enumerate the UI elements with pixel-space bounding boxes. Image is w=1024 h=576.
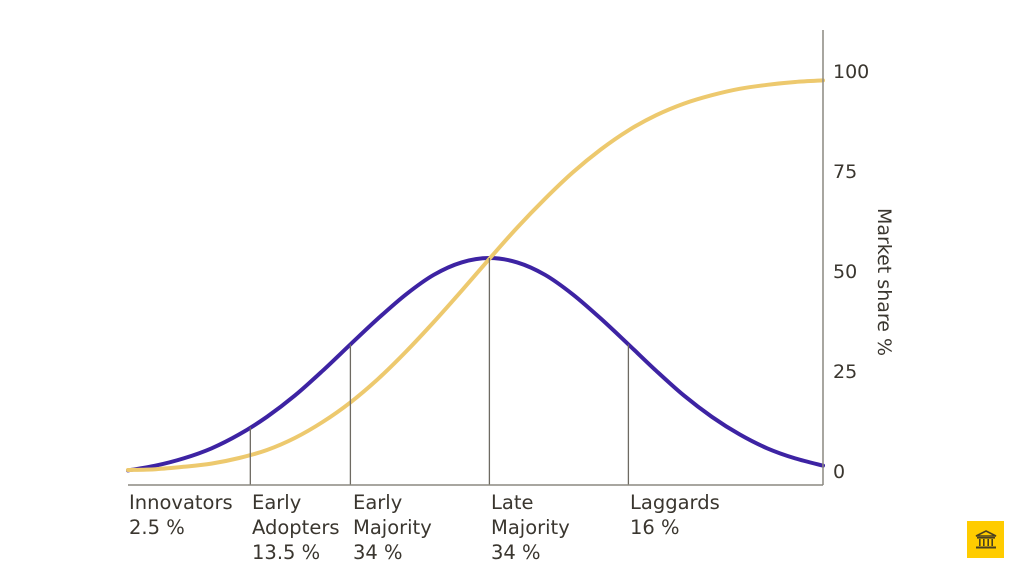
segment-label-laggards: Laggards 16 % xyxy=(630,490,720,540)
segment-share: 2.5 % xyxy=(129,516,185,539)
segment-name: Late xyxy=(491,491,534,514)
y-axis-label: Market share % xyxy=(873,207,895,357)
adoption-bell-curve xyxy=(126,255,825,473)
bank-badge[interactable] xyxy=(967,521,1004,558)
segment-share: 34 % xyxy=(491,541,541,564)
segment-name: Early xyxy=(252,491,302,514)
segment-share: 34 % xyxy=(353,541,403,564)
segment-name: Laggards xyxy=(630,491,720,514)
segment-label-early-adopters: Early Adopters 13.5 % xyxy=(252,490,340,565)
bank-icon xyxy=(975,529,996,548)
y-tick-label: 25 xyxy=(833,361,858,383)
y-tick-label: 75 xyxy=(833,161,858,183)
segment-label-late-majority: Late Majority 34 % xyxy=(491,490,570,565)
y-tick-label: 100 xyxy=(833,61,870,83)
segment-name: Majority xyxy=(353,516,432,539)
segment-name: Early xyxy=(353,491,403,514)
y-tick-label: 50 xyxy=(833,261,858,283)
segment-label-innovators: Innovators 2.5 % xyxy=(129,490,233,540)
segment-share: 16 % xyxy=(630,516,680,539)
segment-name: Majority xyxy=(491,516,570,539)
segment-name: Innovators xyxy=(129,491,233,514)
segment-name: Adopters xyxy=(252,516,340,539)
segment-share: 13.5 % xyxy=(252,541,321,564)
market-share-s-curve xyxy=(126,78,825,472)
y-tick-label: 0 xyxy=(833,461,846,483)
segment-label-early-majority: Early Majority 34 % xyxy=(353,490,432,565)
